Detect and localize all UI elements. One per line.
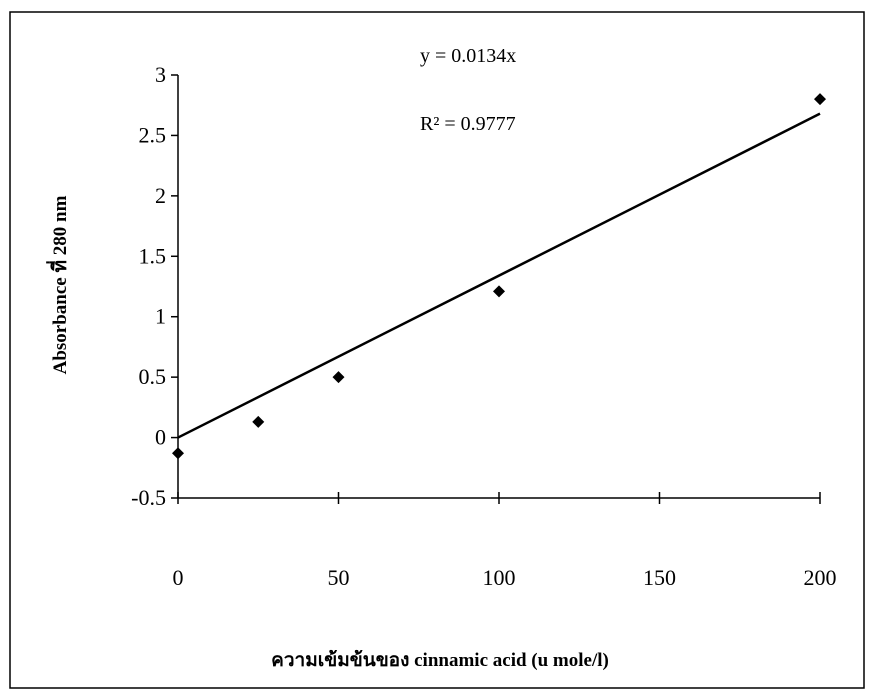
- y-tick-label: 3: [155, 62, 166, 87]
- x-axis-title: ความเข้มข้นของ cinnamic acid (u mole/l): [271, 649, 609, 671]
- y-tick-label: 0.5: [139, 364, 167, 389]
- y-tick-label: 2: [155, 183, 166, 208]
- trendline: [178, 114, 820, 438]
- x-tick-label: 200: [804, 565, 837, 590]
- chart: y = 0.0134x R² = 0.9777 ความเข้มข้นของ c…: [0, 0, 875, 695]
- y-axis-title: Absorbance ที่ 280 nm: [46, 195, 71, 374]
- data-point: [493, 285, 505, 297]
- y-tick-label: -0.5: [131, 485, 166, 510]
- data-point: [252, 416, 264, 428]
- page: {"chart_data": {"type": "scatter", "x_la…: [0, 0, 875, 700]
- x-tick-label: 50: [328, 565, 350, 590]
- y-tick-label: 1.5: [139, 243, 167, 268]
- r-squared: R² = 0.9777: [420, 113, 516, 135]
- data-point: [172, 447, 184, 459]
- x-tick-label: 100: [483, 565, 516, 590]
- equation: y = 0.0134x: [420, 45, 516, 67]
- data-point: [333, 371, 345, 383]
- x-tick-label: 150: [643, 565, 676, 590]
- x-tick-label: 0: [173, 565, 184, 590]
- data-point: [814, 93, 826, 105]
- y-tick-label: 1: [155, 304, 166, 329]
- y-tick-label: 0: [155, 425, 166, 450]
- y-tick-label: 2.5: [139, 122, 167, 147]
